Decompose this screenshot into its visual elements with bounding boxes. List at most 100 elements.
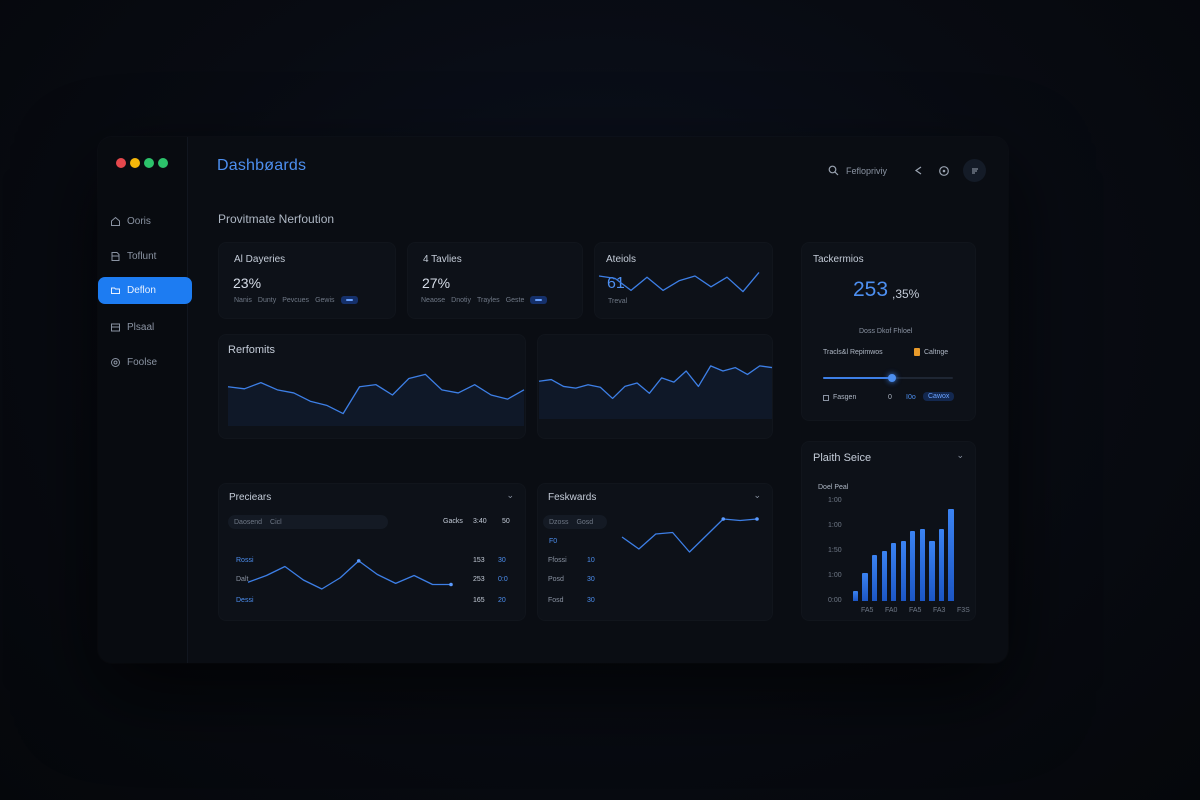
share-icon[interactable] (911, 164, 925, 178)
stat-card-dayeries[interactable]: Al Dayeries 23% Nanis Dunty Pevcues Gewi… (218, 242, 396, 319)
secondary-line-chart (538, 365, 773, 419)
data-point[interactable] (721, 517, 726, 521)
bar[interactable] (872, 555, 878, 601)
trackers-slider-fill (823, 377, 892, 379)
sidebar-item-toflunt[interactable]: Toflunt (108, 247, 188, 265)
series-line (247, 560, 451, 590)
folder-icon (110, 285, 121, 296)
y-tick-label: 1:00 (828, 572, 842, 579)
footer-label: Dunty (257, 296, 277, 304)
filter-bar[interactable]: Daosend Cicl (228, 515, 388, 529)
table-row-label: Dessi (236, 597, 254, 604)
sidebar-item-foolse[interactable]: Foolse (108, 353, 188, 371)
page-title: Dashbøards (217, 157, 307, 174)
chevron-down-icon[interactable]: ⌄ (956, 450, 964, 460)
bar[interactable] (881, 551, 887, 601)
data-point[interactable] (449, 582, 453, 587)
filter-label: Cicl (270, 518, 282, 526)
x-tick-label: F3S (957, 607, 970, 614)
series-line (598, 271, 760, 293)
filter-bar[interactable]: Dzoss Gosd (543, 515, 607, 529)
table-row-label: Ffossi (548, 557, 567, 564)
maximize-window-dot[interactable] (144, 158, 154, 168)
trackers-caption: Doss Dkof Fhloel (859, 328, 913, 335)
menu-icon[interactable] (963, 159, 986, 182)
sidebar-item-deflon[interactable]: Deflon (98, 277, 192, 304)
bar[interactable] (862, 573, 868, 601)
bottom-button[interactable]: Cawox (923, 392, 955, 401)
preciears-panel: Preciears ⌄ Daosend Cicl Gacks 3:40 50 R… (218, 483, 526, 621)
bar[interactable] (929, 541, 935, 601)
footer-label: Gewis (315, 296, 335, 304)
x-tick-label: FA0 (885, 607, 898, 614)
series-line (538, 365, 773, 400)
window-controls (116, 158, 168, 168)
footer-label: Treval (608, 298, 628, 305)
refresh-icon[interactable] (937, 164, 951, 178)
bar[interactable] (900, 541, 906, 601)
bar[interactable] (891, 543, 897, 601)
image-icon (110, 322, 121, 333)
bar[interactable] (919, 529, 925, 601)
footer-label: Trayles (476, 296, 500, 304)
toggle-chip[interactable] (340, 296, 358, 304)
bar[interactable] (910, 531, 916, 601)
minimize-window-dot[interactable] (130, 158, 140, 168)
data-point[interactable] (755, 517, 759, 521)
table-cell: 165 (473, 597, 485, 604)
trackers-value: 253 (853, 278, 889, 301)
trackers-slider-track[interactable] (823, 374, 953, 382)
sidebar-item-ooris[interactable]: Ooris (108, 212, 188, 230)
search-icon (827, 164, 841, 178)
chevron-down-icon[interactable]: ⌄ (753, 490, 761, 500)
chevron-down-icon[interactable]: ⌄ (506, 490, 514, 500)
trackers-row-label: Tracls&l Repimwos (823, 349, 883, 356)
close-window-dot[interactable] (116, 158, 126, 168)
topbar: Feflopriviy (827, 159, 986, 182)
y-tick-label: 1:00 (828, 522, 842, 529)
sidebar-item-label: Toflunt (127, 250, 157, 262)
table-cell: 30 (498, 557, 506, 564)
trackers-slider-handle[interactable] (887, 374, 896, 382)
panel-title: Plaith Seice (813, 452, 872, 464)
trackers-percent: ,35% (892, 287, 920, 301)
bar[interactable] (852, 591, 859, 601)
tag-icon (914, 348, 920, 356)
filter-label: Gosd (576, 518, 594, 526)
bottom-number: 0 (888, 394, 892, 401)
checkbox-icon[interactable] (823, 394, 829, 401)
feskwards-panel: Feskwards ⌄ Dzoss Gosd F0 Ffossi 10 Posd… (537, 483, 773, 621)
y-tick-label: 0:00 (828, 597, 842, 604)
home-icon (110, 216, 121, 227)
bar[interactable] (938, 529, 945, 601)
x-tick-label: FA3 (933, 607, 946, 614)
document-icon (110, 251, 121, 262)
data-point[interactable] (356, 559, 361, 563)
footer-label: Nanis (234, 296, 252, 304)
bar[interactable] (948, 509, 954, 601)
table-cell: 253 (473, 576, 485, 583)
stat-card-title: Ateiols (606, 254, 637, 265)
extra-window-dot[interactable] (158, 158, 168, 168)
bottom-label: Fasgen (833, 394, 857, 401)
app-window: Ooris Toflunt Deflon Plsaal Foolse (98, 137, 1008, 663)
footer-label: Dnotiy (451, 296, 471, 304)
table-cell: 20 (498, 597, 506, 604)
bottom-link[interactable]: I0o (906, 394, 916, 401)
stat-card-ateiols[interactable]: Ateiols 61 Treval (594, 242, 773, 319)
stat-card-tavlies[interactable]: 4 Tavlies 27% Neaose Dnotiy Trayles Gest… (407, 242, 583, 319)
x-tick-label: FA5 (909, 607, 922, 614)
stat-card-value: 27% (422, 275, 451, 291)
table-cell: 10 (587, 557, 595, 564)
search-control[interactable]: Feflopriviy (827, 164, 887, 178)
table-row-label: Posd (548, 576, 564, 583)
toggle-chip[interactable] (530, 296, 548, 304)
sidebar-item-plsaal[interactable]: Plsaal (108, 318, 188, 336)
sidebar-item-label: Plsaal (127, 321, 155, 333)
stat-card-title: Al Dayeries (234, 254, 286, 265)
panel-title: Feskwards (548, 492, 597, 503)
trackers-tag[interactable]: Caltnge (914, 348, 948, 356)
footer-label: Neaose (421, 296, 446, 304)
table-row-label: Dalt (236, 576, 249, 583)
panel-title: Rerfomits (228, 344, 276, 356)
